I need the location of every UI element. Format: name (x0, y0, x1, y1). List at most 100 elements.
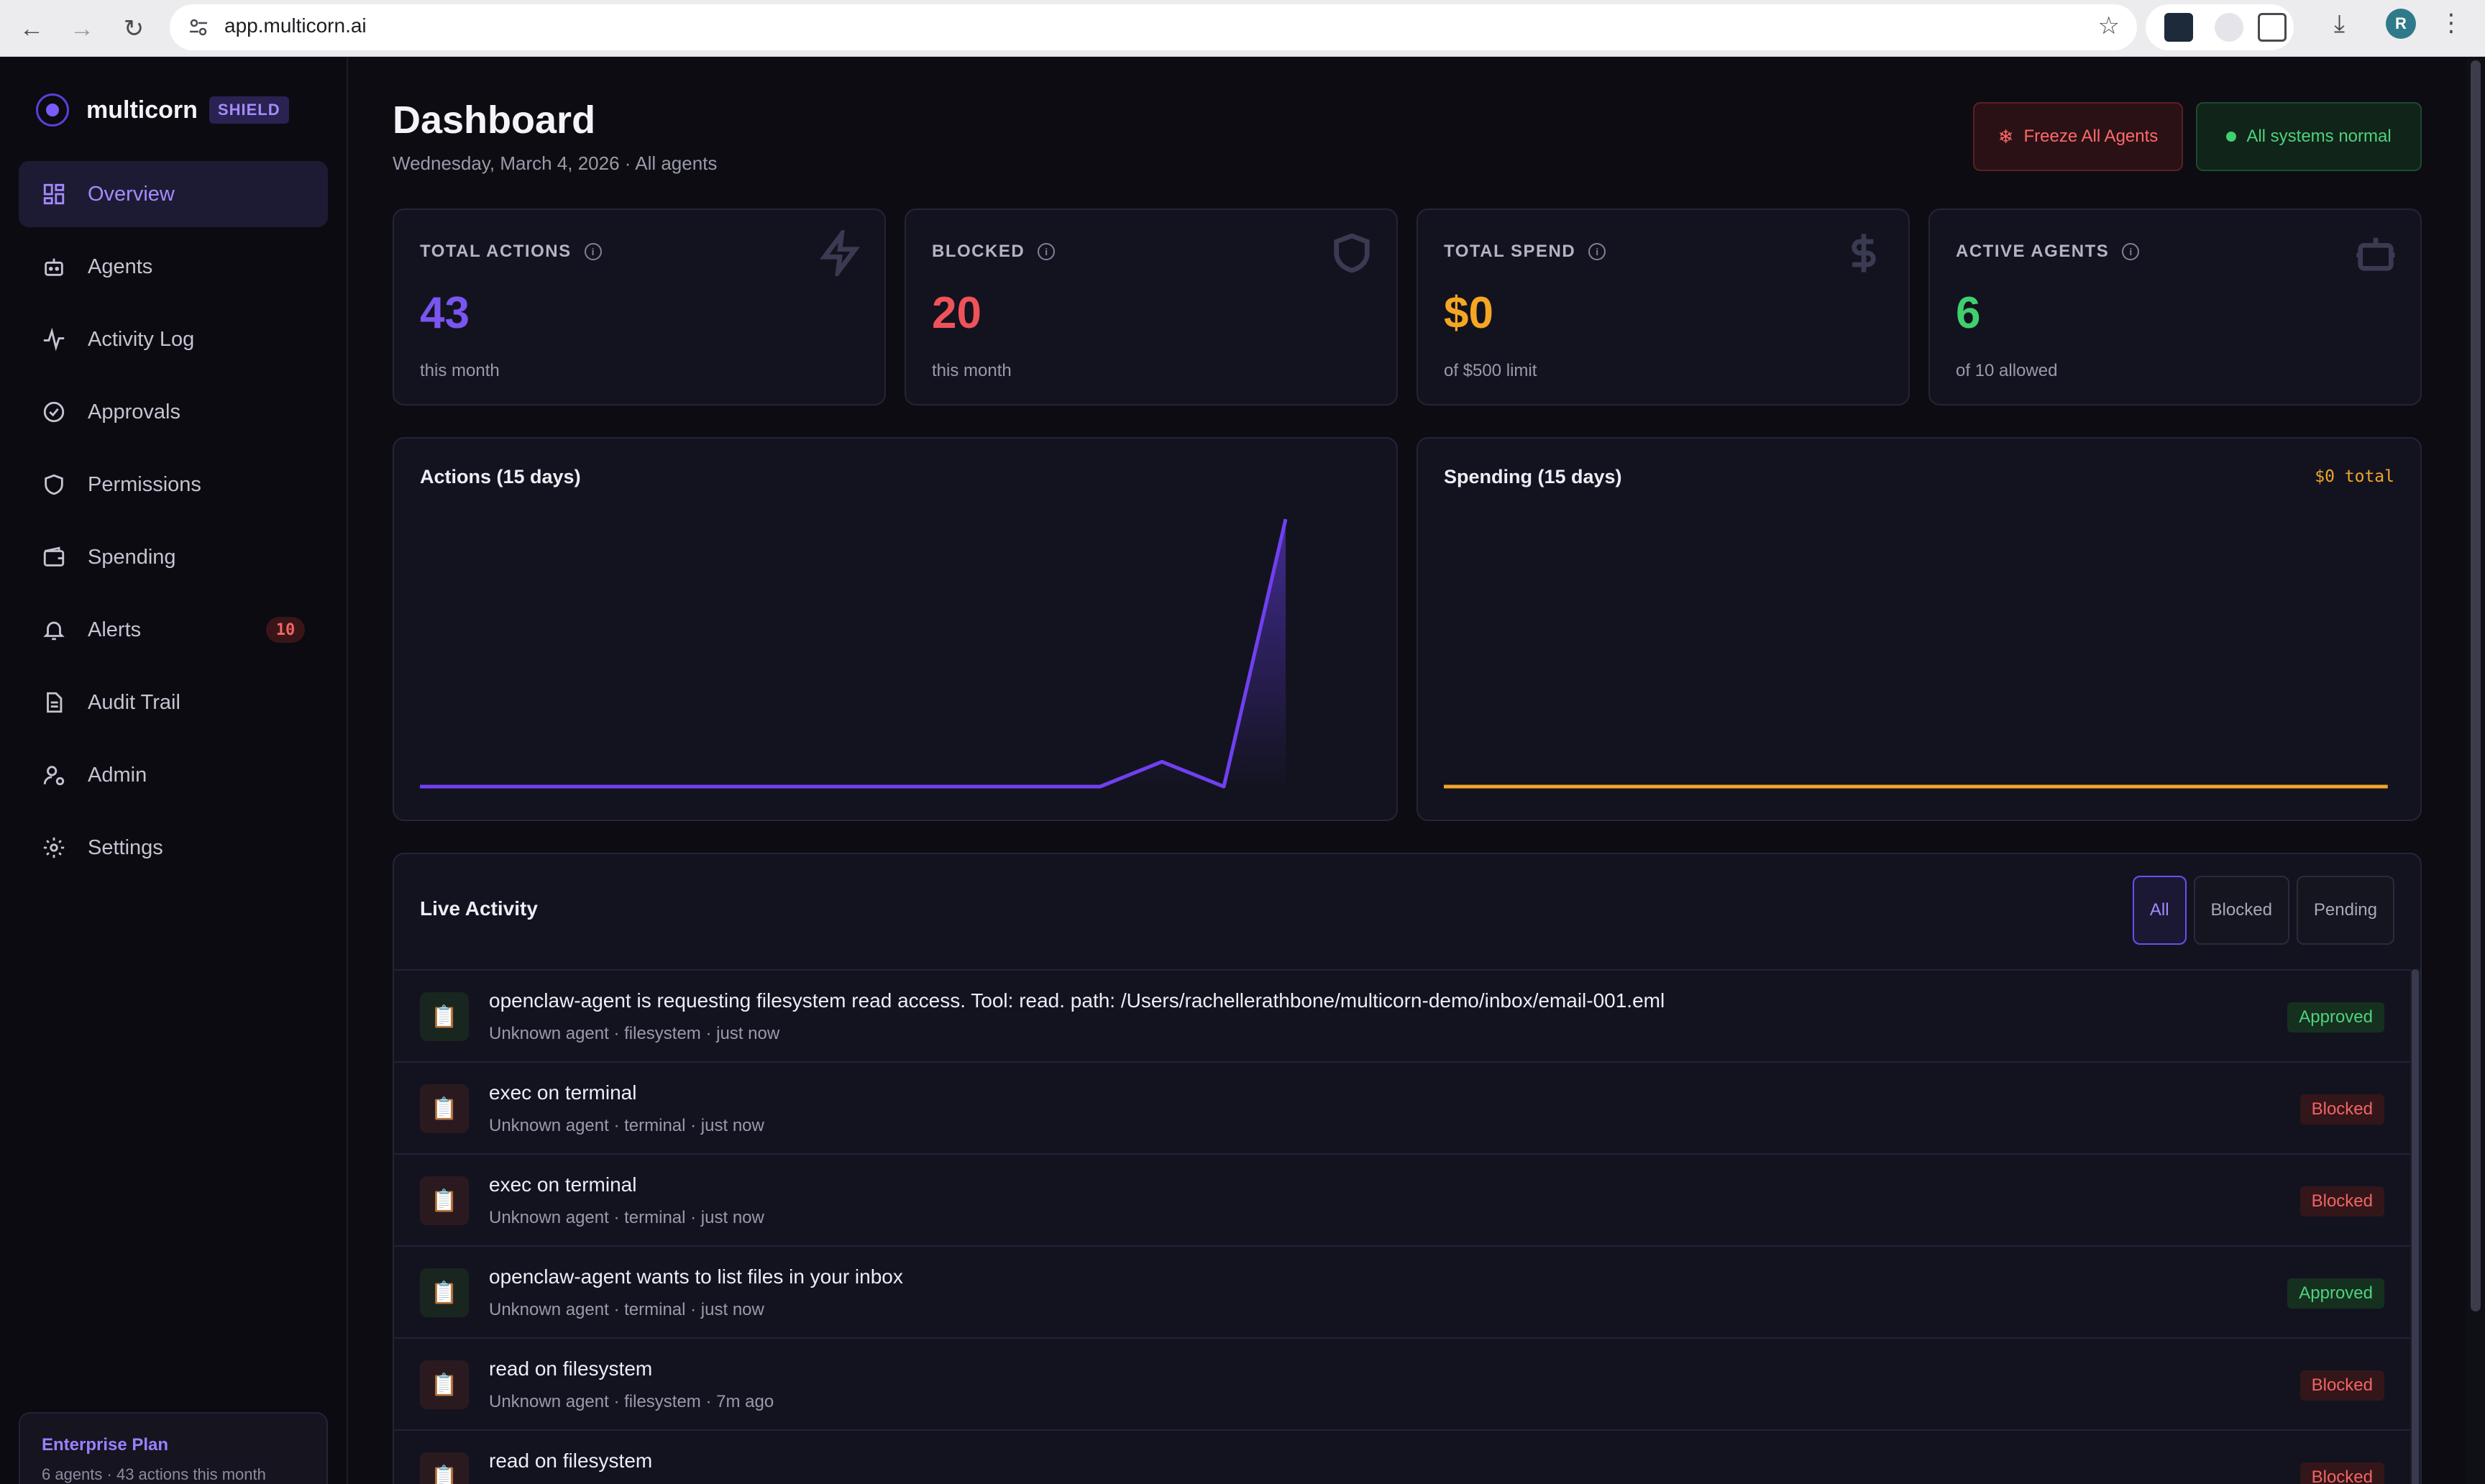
brand-badge: SHIELD (209, 96, 289, 124)
spending-chart-card: Spending (15 days) $0 total (1417, 437, 2422, 821)
alerts-count-badge: 10 (266, 617, 305, 643)
wallet-icon (40, 544, 68, 571)
sidebar-nav: Overview Agents Activity Log Approvals P… (19, 161, 328, 887)
robot-icon (40, 253, 68, 280)
activity-row[interactable]: 📋 openclaw-agent wants to list files in … (394, 1245, 2410, 1337)
stat-label: BLOCKED (932, 242, 1025, 261)
activity-scrollbar[interactable] (2410, 969, 2420, 1484)
sidebar-item-agents[interactable]: Agents (19, 234, 328, 300)
filter-blocked[interactable]: Blocked (2193, 876, 2289, 945)
sidebar-item-overview[interactable]: Overview (19, 161, 328, 227)
clipboard-icon: 📋 (420, 1176, 469, 1225)
stat-sub: this month (932, 361, 1012, 380)
info-icon[interactable]: i (584, 243, 602, 260)
address-bar[interactable]: app.multicorn.ai ☆ (170, 4, 2137, 50)
activity-list: 📋 openclaw-agent is requesting filesyste… (394, 969, 2410, 1484)
activity-row[interactable]: 📋 openclaw-agent is requesting filesyste… (394, 969, 2410, 1061)
browser-toolbar: ← → ↻ app.multicorn.ai ☆ ⤓ R ⋮ (0, 0, 2485, 57)
stat-label: ACTIVE AGENTS (1956, 242, 2110, 261)
pulse-icon (40, 326, 68, 353)
sidebar-item-audit-trail[interactable]: Audit Trail (19, 669, 328, 736)
stat-card-total-spend: TOTAL SPEND i $0 of $500 limit (1417, 209, 1910, 406)
shield-icon (40, 471, 68, 498)
url-text[interactable]: app.multicorn.ai (224, 14, 367, 37)
spending-chart (1444, 784, 2388, 789)
puzzle-icon[interactable] (2258, 13, 2287, 42)
activity-meta: Unknown agent · filesystem · just now (489, 1024, 780, 1043)
extension-icon[interactable] (2215, 13, 2243, 42)
actions-area-fill (420, 519, 1286, 787)
stat-value: 20 (932, 288, 981, 338)
brand[interactable]: multicorn SHIELD (36, 93, 289, 127)
sidebar-item-label: Activity Log (88, 327, 195, 351)
activity-row[interactable]: 📋 read on filesystem Blocked (394, 1429, 2410, 1484)
sidebar-item-label: Approvals (88, 400, 180, 423)
kebab-menu-icon[interactable]: ⋮ (2439, 9, 2463, 37)
site-settings-icon[interactable] (184, 13, 213, 42)
reload-icon[interactable]: ↻ (123, 15, 145, 42)
status-badge: Blocked (2299, 1186, 2384, 1217)
download-icon[interactable]: ⤓ (2334, 10, 2346, 37)
section-title: Live Activity (420, 897, 538, 920)
react-devtools-icon[interactable] (2164, 13, 2193, 42)
activity-meta: Unknown agent · terminal · just now (489, 1208, 764, 1227)
status-badge: Blocked (2299, 1370, 2384, 1401)
page-scrollbar[interactable] (2466, 58, 2485, 1484)
sidebar-item-alerts[interactable]: Alerts 10 (19, 597, 328, 663)
sidebar-item-label: Settings (88, 835, 163, 859)
main-content: Dashboard Wednesday, March 4, 2026 · All… (349, 58, 2485, 1484)
clipboard-icon: 📋 (420, 1360, 469, 1409)
sidebar-item-activity-log[interactable]: Activity Log (19, 306, 328, 372)
status-dot-icon (2226, 132, 2237, 142)
sidebar-item-label: Overview (88, 182, 175, 206)
filter-pending[interactable]: Pending (2296, 876, 2394, 945)
freeze-all-agents-button[interactable]: ❄ Freeze All Agents (1973, 102, 2183, 171)
stat-value: $0 (1444, 288, 1493, 338)
sidebar-item-approvals[interactable]: Approvals (19, 379, 328, 445)
sidebar-item-settings[interactable]: Settings (19, 815, 328, 881)
activity-title: openclaw-agent is requesting filesystem … (489, 989, 1665, 1012)
check-circle-icon (40, 398, 68, 426)
sidebar-item-label: Alerts (88, 618, 142, 641)
spending-total: $0 total (2315, 467, 2394, 486)
activity-title: exec on terminal (489, 1173, 637, 1196)
info-icon[interactable]: i (1038, 243, 1056, 260)
plan-title: Enterprise Plan (42, 1435, 169, 1455)
sidebar: multicorn SHIELD Overview Agents Activit… (0, 58, 348, 1484)
activity-row[interactable]: 📋 read on filesystem Unknown agent · fil… (394, 1337, 2410, 1429)
activity-title: exec on terminal (489, 1081, 637, 1104)
sidebar-item-permissions[interactable]: Permissions (19, 452, 328, 518)
sidebar-item-spending[interactable]: Spending (19, 524, 328, 590)
plan-subtitle: 6 agents · 43 actions this month (42, 1465, 266, 1483)
chart-title: Actions (15 days) (420, 466, 581, 487)
stat-label: TOTAL ACTIONS (420, 242, 572, 261)
page-title: Dashboard (393, 99, 596, 142)
grid-icon (40, 180, 68, 208)
bookmark-star-icon[interactable]: ☆ (2097, 12, 2120, 40)
actions-chart-card: Actions (15 days) (393, 437, 1398, 821)
freeze-label: Freeze All Agents (2023, 127, 2159, 146)
activity-filters: All Blocked Pending (2125, 876, 2394, 945)
profile-avatar[interactable]: R (2386, 9, 2416, 39)
extensions-area (2146, 4, 2294, 50)
stat-sub: of 10 allowed (1956, 361, 2058, 380)
stat-value: 6 (1956, 288, 1981, 338)
activity-title: openclaw-agent wants to list files in yo… (489, 1265, 903, 1288)
bell-icon (40, 616, 68, 643)
clipboard-icon: 📋 (420, 992, 469, 1041)
stat-card-blocked: BLOCKED i 20 this month (905, 209, 1398, 406)
document-icon (40, 689, 68, 716)
user-gear-icon (40, 761, 68, 789)
sidebar-item-label: Admin (88, 763, 147, 787)
back-icon[interactable]: ← (19, 14, 44, 42)
info-icon[interactable]: i (2122, 243, 2140, 260)
stat-card-active-agents: ACTIVE AGENTS i 6 of 10 allowed (1928, 209, 2422, 406)
info-icon[interactable]: i (1588, 243, 1606, 260)
sidebar-item-admin[interactable]: Admin (19, 742, 328, 808)
activity-row[interactable]: 📋 exec on terminal Unknown agent · termi… (394, 1061, 2410, 1153)
plan-card[interactable]: Enterprise Plan 6 agents · 43 actions th… (19, 1412, 328, 1484)
forward-icon[interactable]: → (70, 14, 94, 42)
activity-row[interactable]: 📋 exec on terminal Unknown agent · termi… (394, 1153, 2410, 1245)
filter-all[interactable]: All (2132, 876, 2187, 945)
live-activity-panel: Live Activity All Blocked Pending 📋 open… (393, 853, 2422, 1484)
